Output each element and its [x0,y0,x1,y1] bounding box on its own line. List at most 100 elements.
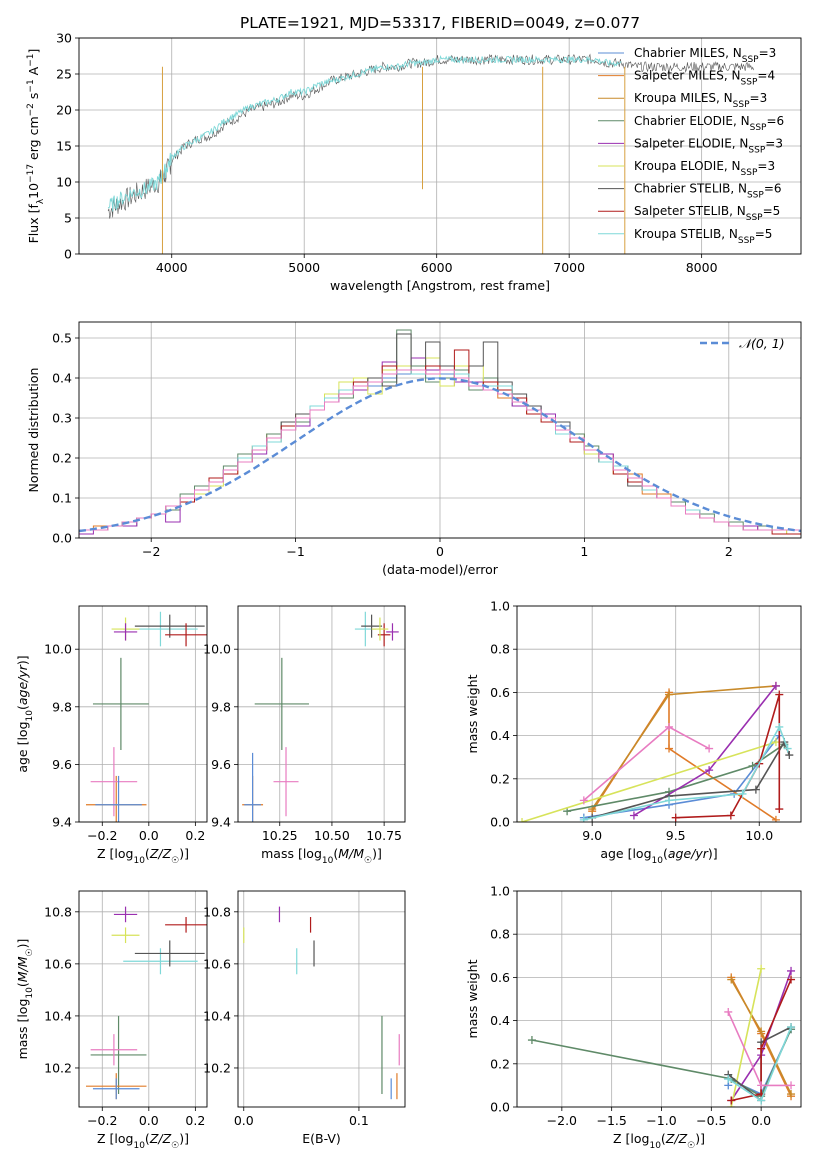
grid-EBV_vs_mass [238,891,405,1107]
errorbar-point [90,1015,147,1094]
x-tick-label: 0.0 [139,828,159,843]
y-tick-label: 30 [56,31,72,46]
y-tick-label: 25 [56,67,72,82]
errorbar-point [273,747,299,817]
weight-marker [665,690,674,699]
weight-marker [579,815,588,822]
histogram-pink [79,369,801,538]
x-tick-label: 10.50 [314,828,350,843]
weight-marker [757,1027,766,1036]
weight-marker [518,818,527,822]
weight-line-salpeter-stelib [731,979,792,1102]
legend-entry: Kroupa STELIB, NSSP=5 [634,227,772,246]
legend-entry: Salpeter ELODIE, NSSP=3 [634,136,783,155]
weight-marker [665,722,674,731]
legend-entry: Salpeter STELIB, NSSP=5 [634,204,780,223]
y-tick-label: 10.0 [203,642,231,657]
errorbar-point [134,614,205,638]
weight-line-chabrier-miles [583,735,780,819]
weight-marker [724,1074,733,1083]
y-axis-label: Flux [fλ10−17 erg cm−2 s−1 A−1] [26,49,46,244]
plot-area-mass_vs_age [242,611,399,822]
axes-frame [78,37,802,255]
spectrum-legend: Chabrier MILES, NSSP=3 Salpeter MILES, NS… [598,46,784,246]
x-axis-label: E(B-V) [302,1131,341,1146]
x-tick-label: 10.0 [745,828,773,843]
weight-marker [783,744,792,753]
y-tick-label: 15 [56,139,72,154]
y-tick-label: 10.8 [44,904,72,919]
x-tick-label: 0.2 [185,828,205,843]
weight-marker [787,1090,796,1099]
y-tick-label: 20 [56,103,72,118]
panel-EBV_vs_mass: 0.0 0.1 10.2 10.4 10.6 10.8 E(B-V) [203,890,406,1146]
x-tick-label: −0.2 [87,828,117,843]
weight-marker [665,744,674,753]
weight-marker [705,744,714,753]
errorbar-point [361,614,383,638]
figure-title: PLATE=1921, MJD=53317, FIBERID=0049, z=0… [240,14,640,32]
axes-frame [237,890,406,1108]
y-tick-label: 0.3 [52,411,72,426]
weight-line-kroupa-elodie [521,741,777,822]
errorbar-point [123,948,198,975]
weight-marker [738,789,747,798]
errorbar-point [254,657,309,750]
legend-entry: Chabrier STELIB, NSSP=6 [634,182,782,201]
axes-frame [78,605,208,823]
weight-marker [757,1096,766,1105]
x-tick-label: 0.0 [234,1113,254,1128]
errorbar-point [92,657,149,750]
plot-area-residuals [79,329,801,538]
y-tick-label: 10.6 [203,956,231,971]
grid-Z_vs_mass [79,891,207,1107]
y-tick-label: 9.4 [52,815,72,830]
plot-area-Z_weights [527,964,796,1107]
x-tick-label: 9.5 [666,828,686,843]
errorbar-point [165,917,207,933]
x-tick-label: 6000 [421,260,453,275]
axes-frame [78,890,208,1108]
y-tick-label: 0.8 [490,927,510,942]
y-tick-label: 5 [64,211,72,226]
errorbar-point [92,1078,140,1100]
weight-marker [751,785,760,794]
plot-area-age_weights [518,681,794,822]
legend-entry: Chabrier MILES, NSSP=3 [634,46,776,65]
x-tick-label: 0.0 [139,1113,159,1128]
y-tick-label: 0.1 [52,491,72,506]
axes-frame [516,890,802,1108]
weight-marker [775,690,784,699]
y-tick-label: 10.6 [44,956,72,971]
y-tick-label: 0.0 [490,1100,510,1115]
weight-marker [787,966,796,975]
x-axis-label: Z [log10(Z/Z☉)] [613,1131,705,1151]
errorbar-point [95,775,142,822]
errorbar-point [134,940,205,967]
weight-marker [771,815,780,822]
y-tick-label: 0.0 [490,815,510,830]
plot-area-Z_vs_mass [85,906,207,1100]
weight-marker [757,964,766,973]
y-axis-label: Normed distribution [26,368,41,493]
x-tick-label: 0.2 [185,1113,205,1128]
x-tick-label: 4000 [156,260,188,275]
x-tick-label: 2 [725,544,733,559]
y-tick-label: 0.8 [490,642,510,657]
panel-Z_weights: −2.0 −1.5 −1.0 −0.5 0.0 0.0 0.2 0.4 0.6 0.8 1.0 Z [… [465,884,802,1151]
weight-marker [775,805,784,814]
y-axis-label: mass [log10(M/M☉)] [15,939,35,1060]
x-tick-label: 10.75 [366,828,402,843]
x-tick-label: 10.25 [262,828,298,843]
y-tick-label: 0.6 [490,970,510,985]
x-tick-label: −1.5 [596,1113,626,1128]
y-axis-label: age [log10(age/yr)] [15,655,35,772]
weight-marker [579,796,588,805]
y-tick-label: 0.2 [490,771,510,786]
weight-line-chabrier-elodie [566,743,785,812]
y-tick-label: 10.2 [203,1060,231,1075]
y-tick-label: 9.6 [211,757,231,772]
x-axis-label: Z [log10(Z/Z☉)] [97,1131,189,1151]
legend-entry: Kroupa ELODIE, NSSP=3 [634,159,775,178]
axes-frame [237,605,406,823]
